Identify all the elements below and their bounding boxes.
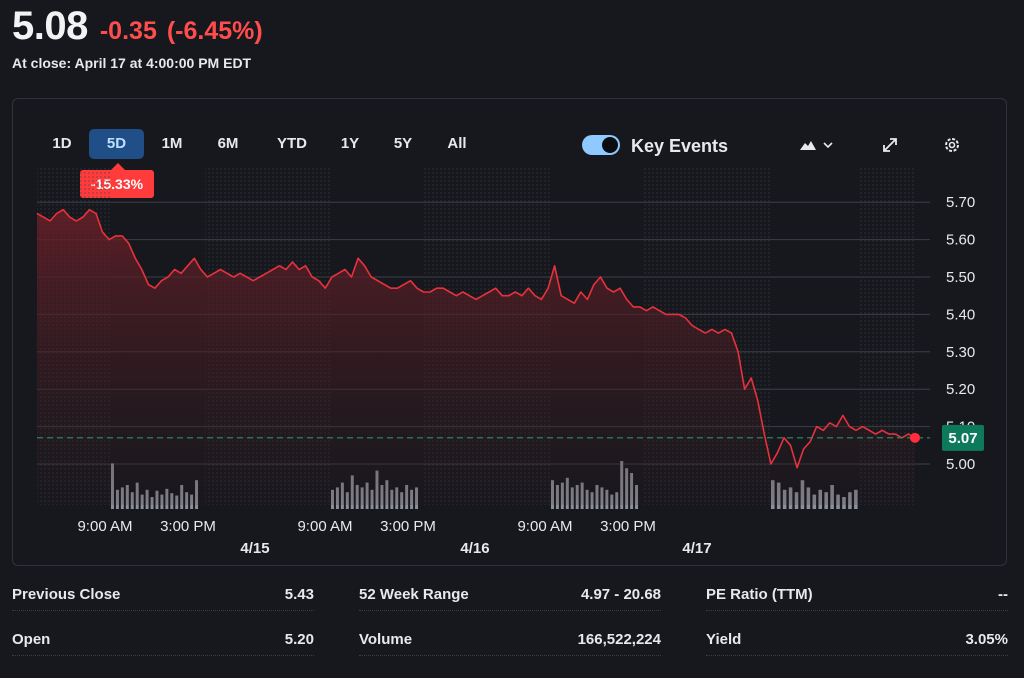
quote-header: 5.08 -0.35 (-6.45%) At close: April 17 a… [12, 4, 263, 71]
key-events-label: Key Events [631, 136, 729, 156]
price-change: -0.35 [99, 17, 157, 45]
stat-row: Previous Close 5.43 [12, 580, 314, 611]
stats-column: PE Ratio (TTM) -- Yield 3.05% [706, 580, 1008, 670]
expand-button[interactable] [880, 133, 900, 157]
range-tab-5d[interactable]: 5D [89, 129, 144, 159]
range-tab-1m[interactable]: 1M [161, 135, 183, 152]
stat-value: -- [998, 586, 1008, 603]
chart-card [12, 98, 1007, 566]
range-tab-all[interactable]: All [447, 135, 467, 152]
stat-label: PE Ratio (TTM) [706, 586, 813, 603]
price-change-percent: (-6.45%) [166, 17, 263, 45]
close-timestamp: At close: April 17 at 4:00:00 PM EDT [12, 55, 252, 71]
period-change-badge: -15.33% [80, 170, 154, 198]
toggle-knob [602, 137, 618, 153]
chart-type-selector[interactable] [798, 133, 834, 157]
range-tab-1d[interactable]: 1D [52, 135, 72, 152]
mountain-chart-icon [800, 141, 833, 150]
key-events-toggle[interactable] [582, 135, 620, 155]
stat-value: 4.97 - 20.68 [580, 586, 661, 603]
range-tab-ytd[interactable]: YTD [277, 135, 307, 152]
stats-column: Previous Close 5.43 Open 5.20 [12, 580, 314, 670]
stat-label: Volume [359, 631, 413, 648]
stat-value: 166,522,224 [577, 631, 661, 648]
stat-row: 52 Week Range 4.97 - 20.68 [359, 580, 661, 611]
stat-value: 5.20 [284, 631, 314, 648]
stats-column: 52 Week Range 4.97 - 20.68 Volume 166,522,2… [359, 580, 661, 670]
expand-icon [883, 138, 897, 152]
stat-row: PE Ratio (TTM) -- [706, 580, 1008, 611]
price-line: 5.08 -0.35 (-6.45%) [12, 4, 263, 49]
stat-row: Volume 166,522,224 [359, 625, 661, 656]
current-price: 5.08 [12, 4, 88, 48]
stat-label: Previous Close [12, 586, 121, 603]
range-tab-5y[interactable]: 5Y [393, 135, 413, 152]
stat-value: 5.43 [284, 586, 314, 603]
range-tab-6m[interactable]: 6M [217, 135, 239, 152]
settings-button[interactable] [942, 133, 962, 157]
stat-row: Open 5.20 [12, 625, 314, 656]
range-tab-1y[interactable]: 1Y [340, 135, 360, 152]
stat-label: Yield [706, 631, 742, 648]
gear-icon [945, 138, 959, 152]
stat-label: Open [12, 631, 51, 648]
stat-label: 52 Week Range [359, 586, 469, 603]
badge-pointer [111, 163, 125, 170]
stat-value: 3.05% [965, 631, 1008, 648]
stat-row: Yield 3.05% [706, 625, 1008, 656]
